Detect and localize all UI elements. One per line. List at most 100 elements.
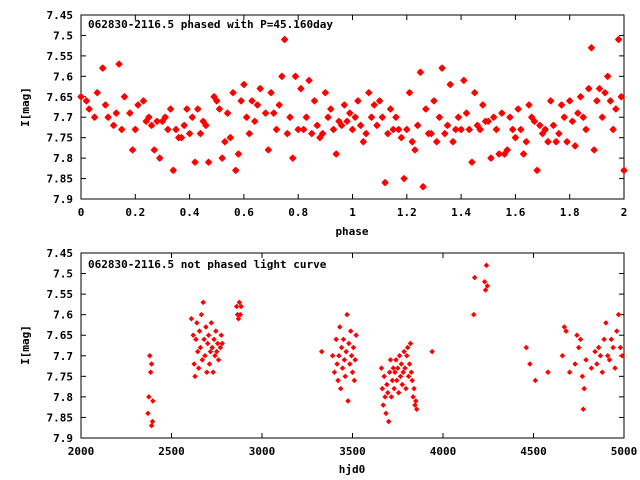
- data-point: [405, 88, 414, 97]
- x-tick-label: 1.4: [451, 206, 471, 219]
- data-point: [582, 125, 590, 134]
- x-tick-label: 4000: [430, 445, 457, 458]
- data-point: [251, 117, 259, 126]
- data-point: [336, 353, 342, 359]
- data-point: [213, 97, 221, 105]
- data-point: [394, 125, 403, 134]
- data-point: [381, 178, 389, 187]
- data-point: [492, 125, 501, 134]
- data-point: [435, 113, 444, 121]
- data-point: [619, 353, 625, 359]
- data-point: [413, 406, 420, 412]
- data-point: [153, 117, 161, 126]
- data-point: [318, 129, 327, 138]
- data-point: [408, 369, 415, 375]
- data-point: [599, 369, 606, 375]
- y-tick-label: 7.85: [47, 411, 74, 424]
- data-point: [401, 348, 407, 355]
- data-point: [109, 121, 118, 130]
- data-point: [381, 373, 387, 380]
- data-point: [77, 93, 85, 101]
- data-point: [147, 369, 154, 375]
- data-point: [210, 369, 216, 375]
- data-point: [566, 369, 573, 375]
- data-point: [232, 166, 240, 175]
- data-point: [234, 150, 243, 158]
- data-point: [346, 340, 352, 347]
- data-point: [206, 361, 213, 367]
- data-point: [451, 125, 460, 134]
- data-point: [362, 129, 370, 138]
- data-point: [253, 101, 262, 109]
- data-point: [212, 353, 218, 359]
- data-point: [139, 97, 148, 105]
- data-point: [545, 369, 551, 375]
- data-point: [522, 138, 530, 146]
- data-point: [441, 129, 449, 138]
- data-point: [465, 125, 473, 134]
- data-point: [398, 361, 405, 367]
- data-point: [506, 113, 514, 121]
- x-axis-label: phase: [335, 225, 368, 238]
- data-point: [367, 113, 376, 121]
- data-point: [597, 353, 604, 359]
- data-point: [229, 88, 237, 97]
- data-point: [411, 385, 417, 392]
- data-point: [169, 166, 178, 175]
- data-point: [412, 402, 418, 408]
- data-point: [172, 125, 180, 134]
- data-point: [196, 129, 205, 138]
- data-point: [267, 88, 275, 97]
- data-point: [563, 138, 571, 146]
- data-point: [275, 101, 283, 109]
- data-point: [291, 72, 300, 81]
- data-point: [601, 88, 609, 97]
- data-point: [183, 105, 191, 113]
- data-point: [533, 166, 541, 175]
- data-point: [195, 365, 202, 371]
- data-point: [388, 394, 395, 400]
- data-point: [583, 357, 589, 363]
- data-point: [337, 324, 343, 330]
- data-point: [342, 373, 349, 380]
- data-point: [337, 121, 346, 130]
- data-point: [386, 369, 393, 375]
- data-point: [201, 336, 207, 343]
- data-point: [145, 113, 153, 121]
- data-point: [191, 361, 197, 367]
- data-point: [264, 146, 273, 154]
- data-point: [541, 125, 550, 134]
- y-axis-label: I[mag]: [19, 87, 32, 127]
- data-point: [343, 117, 351, 126]
- data-point: [498, 109, 506, 117]
- data-point: [577, 336, 584, 343]
- data-point: [400, 174, 408, 183]
- data-point: [561, 324, 568, 330]
- data-point: [128, 146, 137, 154]
- data-point: [101, 101, 110, 109]
- data-point: [379, 385, 386, 392]
- y-tick-label: 7.75: [47, 370, 74, 383]
- data-point: [574, 332, 580, 338]
- data-point: [334, 361, 340, 367]
- data-point: [396, 353, 403, 359]
- data-point: [489, 113, 498, 121]
- data-point: [391, 385, 397, 392]
- data-point: [402, 365, 408, 371]
- data-point: [532, 377, 539, 384]
- data-point: [462, 109, 471, 117]
- data-point: [598, 113, 607, 121]
- data-point: [359, 138, 368, 146]
- data-point: [191, 158, 199, 166]
- data-point: [399, 381, 406, 388]
- data-point: [348, 353, 355, 359]
- data-point: [620, 166, 628, 175]
- data-point: [205, 332, 212, 338]
- data-point: [324, 113, 332, 121]
- x-tick-label: 0.8: [288, 206, 308, 219]
- data-point: [519, 150, 528, 158]
- data-point: [280, 35, 289, 44]
- data-point: [593, 97, 601, 105]
- data-point: [438, 64, 446, 72]
- data-point: [432, 138, 441, 146]
